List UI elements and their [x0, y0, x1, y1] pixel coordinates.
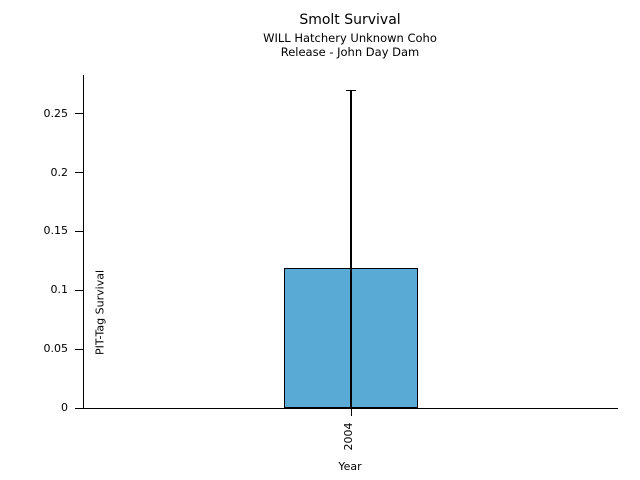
chart-subtitle-line1: WILL Hatchery Unknown Coho [263, 31, 437, 45]
chart-title: Smolt Survival [299, 12, 401, 28]
y-axis-label: PIT-Tag Survival [93, 270, 107, 356]
x-axis-label: Year [338, 460, 362, 473]
x-tick-mark [350, 409, 352, 416]
y-tick-label: 0.15 [43, 224, 69, 238]
y-tick-label: 0 [61, 401, 68, 414]
y-tick-mark [75, 289, 83, 291]
y-tick-label: 0.2 [50, 165, 69, 179]
y-tick-mark [75, 348, 83, 350]
y-tick-mark [75, 113, 83, 115]
chart-subtitle-line2: Release - John Day Dam [280, 45, 420, 59]
y-tick-mark [75, 172, 83, 174]
x-tick-label-2004: 2004 [342, 422, 355, 451]
y-tick-mark [75, 407, 83, 409]
error-bar-line [350, 90, 352, 408]
y-tick-label: 0.1 [50, 283, 69, 297]
error-bar-cap [346, 89, 356, 92]
plot-area: PIT-Tag Survival 0 0.05 0.1 0.15 0.2 0.25 [44, 75, 618, 416]
y-tick-label: 0.05 [43, 342, 69, 356]
y-tick-mark [75, 230, 83, 232]
y-tick-label: 0.25 [43, 106, 69, 120]
